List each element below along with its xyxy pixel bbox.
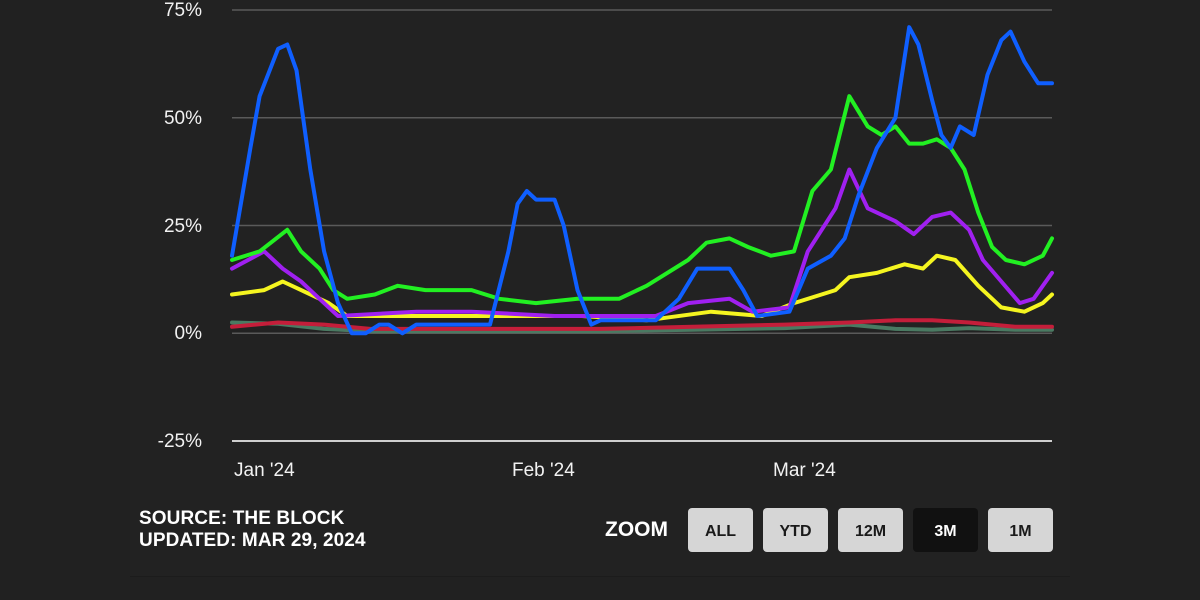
y-tick-label-neg25: -25%	[157, 431, 202, 452]
x-tick-label-mar: Mar '24	[773, 460, 836, 481]
series-line[interactable]	[230, 167, 1054, 318]
series-line[interactable]	[230, 94, 1054, 306]
source-text: SOURCE: THE BLOCK	[139, 508, 345, 529]
y-tick-label-0: 0%	[174, 323, 202, 344]
series-lines	[230, 25, 1054, 336]
updated-text: UPDATED: MAR 29, 2024	[139, 530, 366, 551]
series-line[interactable]	[230, 25, 1054, 336]
x-tick-label-jan: Jan '24	[234, 460, 295, 481]
zoom-12m-button[interactable]: 12M	[838, 508, 903, 552]
series-line[interactable]	[230, 318, 1054, 331]
y-tick-label-50: 50%	[163, 108, 202, 129]
source-info: SOURCE: THE BLOCK UPDATED: MAR 29, 2024	[139, 508, 366, 552]
gridlines	[232, 9, 1052, 442]
chart-panel	[130, 0, 1070, 577]
zoom-3m-button[interactable]: 3M	[913, 508, 978, 552]
zoom-ytd-button[interactable]: YTD	[763, 508, 828, 552]
series-line[interactable]	[230, 320, 1054, 334]
y-tick-label-25: 25%	[163, 216, 202, 237]
zoom-label: ZOOM	[605, 518, 668, 541]
x-tick-label-feb: Feb '24	[512, 460, 575, 481]
zoom-all-button[interactable]: ALL	[688, 508, 753, 552]
zoom-1m-button[interactable]: 1M	[988, 508, 1053, 552]
y-tick-label-75: 75%	[163, 0, 202, 21]
